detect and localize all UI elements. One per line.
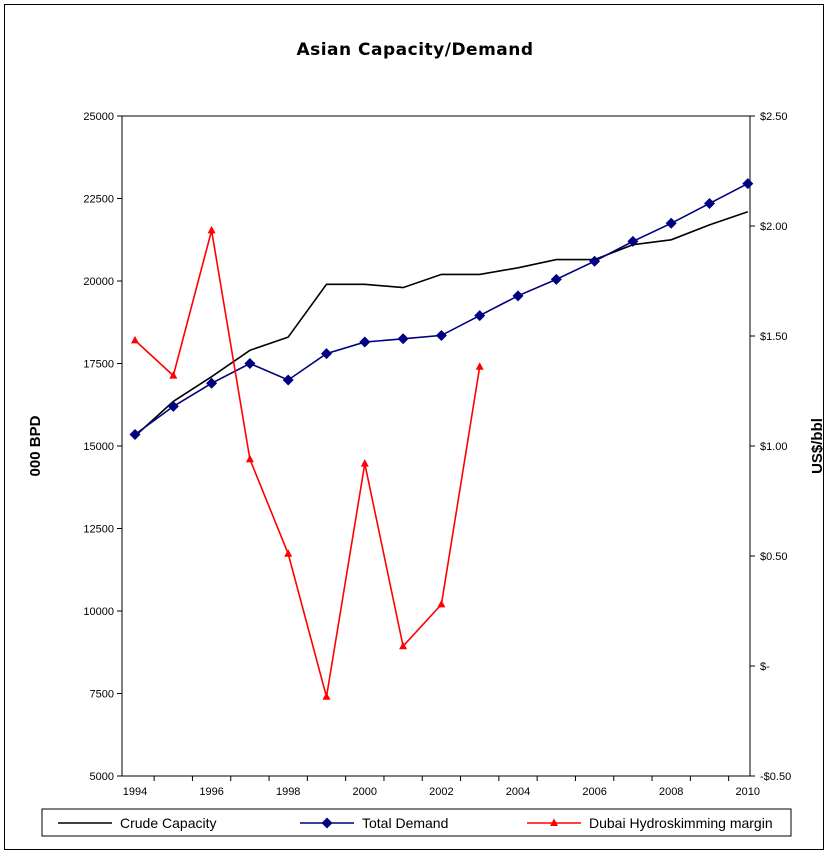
- data-point: [435, 329, 447, 341]
- data-point: [322, 692, 331, 700]
- y-axis: 5000 7500 10000 12500 15000 17500 20000 22500 25…: [83, 111, 122, 783]
- plot-area: [121, 115, 751, 777]
- legend: Crude Capacity Total Demand Dubai Hydroski…: [41, 808, 792, 837]
- y-tick-label: 25000: [83, 111, 114, 123]
- y2-tick-label: $-: [760, 661, 770, 673]
- data-point: [206, 377, 218, 389]
- y2-tick-label: $1.50: [760, 331, 788, 343]
- data-point: [284, 549, 293, 557]
- y2-tick-label: -$0.50: [760, 771, 791, 783]
- x-tick-label: 2002: [429, 786, 453, 798]
- y2-tick-label: $1.00: [760, 441, 788, 453]
- data-point: [437, 599, 446, 608]
- x-tick-label: 2010: [736, 786, 760, 798]
- data-point: [665, 217, 677, 229]
- legend-box: [41, 808, 792, 837]
- y-tick-label: 7500: [90, 689, 114, 701]
- data-point: [512, 290, 524, 302]
- y2-tick-label: $0.50: [760, 551, 788, 563]
- x-tick-label: 1994: [123, 786, 147, 798]
- legend-label: Total Demand: [362, 815, 448, 831]
- y-tick-label: 12500: [83, 524, 114, 536]
- data-point: [321, 348, 332, 360]
- data-point: [360, 459, 369, 467]
- x-tick-label: 1996: [199, 786, 223, 798]
- data-point: [627, 235, 639, 247]
- x-tick-label: 2000: [353, 786, 377, 798]
- x-tick-label: 2008: [659, 786, 683, 798]
- y-tick-label: 17500: [83, 359, 114, 371]
- data-point: [167, 400, 179, 412]
- series-0: [134, 210, 749, 437]
- y2-tick-label: $2.00: [760, 221, 788, 233]
- x-axis: 1994 1996 1998 2000 2002 2004 2006 2008 2010: [123, 776, 760, 798]
- legend-marker: [550, 818, 558, 826]
- data-point: [131, 335, 139, 344]
- y2-axis-title: US$/bbl: [809, 418, 826, 474]
- data-point: [207, 225, 216, 234]
- data-point: [399, 641, 408, 650]
- y2-axis: -$0.50 $- $0.50 $1.00 $1.50 $2.00 $2.50: [750, 111, 791, 783]
- data-point: [474, 310, 486, 322]
- data-point: [742, 178, 754, 190]
- data-point: [244, 358, 256, 369]
- legend-marker: [321, 817, 333, 829]
- data-point: [397, 333, 409, 345]
- data-point: [245, 454, 254, 463]
- x-tick-label: 2004: [506, 786, 530, 798]
- data-point: [589, 255, 601, 267]
- y-tick-label: 15000: [83, 441, 114, 453]
- data-point: [550, 273, 562, 285]
- series-1: [129, 178, 754, 440]
- data-point: [704, 197, 715, 209]
- data-point: [169, 371, 178, 379]
- data-point: [129, 428, 141, 440]
- x-tick-label: 1998: [276, 786, 300, 798]
- legend-label: Dubai Hydroskimming margin: [589, 815, 773, 831]
- y-tick-label: 22500: [83, 194, 114, 206]
- y-tick-label: 20000: [83, 276, 114, 288]
- y2-tick-label: $2.50: [760, 111, 788, 123]
- x-tick-label: 2006: [582, 786, 606, 798]
- chart-title: Asian Capacity/Demand: [296, 40, 533, 60]
- y-tick-label: 5000: [90, 771, 114, 783]
- data-point: [282, 374, 294, 386]
- y-tick-label: 10000: [83, 606, 114, 618]
- data-point: [359, 336, 371, 348]
- series-layer: [129, 178, 754, 700]
- series-line: [134, 210, 749, 437]
- series-line: [134, 230, 481, 698]
- legend-label: Crude Capacity: [120, 815, 217, 831]
- y-axis-title: 000 BPD: [27, 415, 44, 476]
- data-point: [475, 362, 484, 370]
- series-2: [131, 225, 484, 700]
